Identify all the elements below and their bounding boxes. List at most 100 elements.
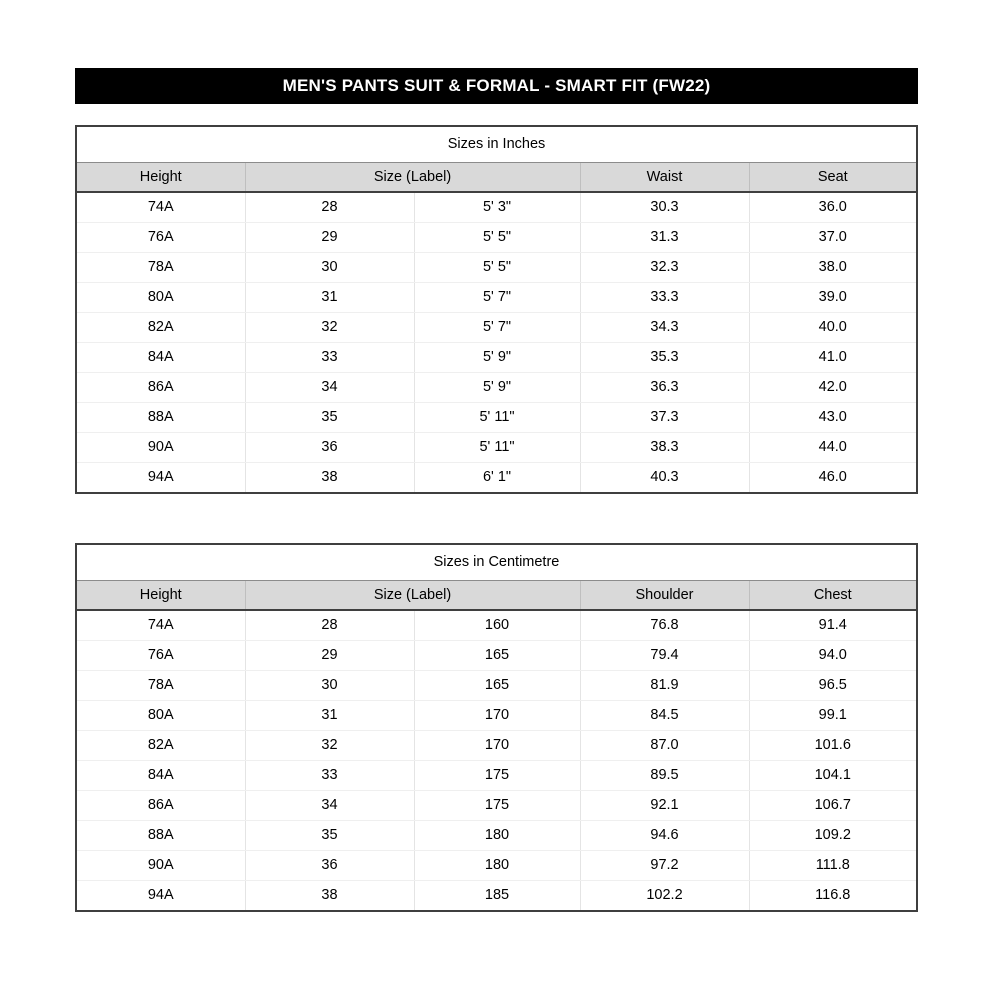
inches-table-body: Sizes in Inches Height Size (Label) Waist Se… bbox=[77, 127, 917, 492]
table-row: 78A 30 5' 5" 32.3 38.0 bbox=[77, 252, 917, 283]
table-cell: 5' 9" bbox=[414, 342, 581, 373]
column-header: Chest bbox=[749, 580, 917, 611]
table-row: 88A 35 5' 11" 37.3 43.0 bbox=[77, 402, 917, 433]
table-cell: 38.0 bbox=[749, 252, 917, 283]
table-row: 74A 28 5' 3" 30.3 36.0 bbox=[77, 192, 917, 223]
table-cell: 32.3 bbox=[580, 252, 750, 283]
table-cell: 43.0 bbox=[749, 402, 917, 433]
table-caption: Sizes in Inches bbox=[77, 127, 917, 163]
table-cell: 109.2 bbox=[749, 820, 917, 851]
table-row: 88A 35 180 94.6 109.2 bbox=[77, 820, 917, 851]
table-cell: 5' 5" bbox=[414, 252, 581, 283]
table-cell: 97.2 bbox=[580, 850, 750, 881]
table-caption: Sizes in Centimetre bbox=[77, 545, 917, 581]
table-cell: 94A bbox=[77, 880, 246, 910]
table-cell: 101.6 bbox=[749, 730, 917, 761]
table-row: 86A 34 175 92.1 106.7 bbox=[77, 790, 917, 821]
table-cell: 90A bbox=[77, 850, 246, 881]
table-cell: 41.0 bbox=[749, 342, 917, 373]
table-cell: 36.3 bbox=[580, 372, 750, 403]
table-cell: 74A bbox=[77, 192, 246, 223]
table-cell: 99.1 bbox=[749, 700, 917, 731]
table-cell: 94.0 bbox=[749, 640, 917, 671]
table-cell: 39.0 bbox=[749, 282, 917, 313]
table-cell: 180 bbox=[414, 820, 581, 851]
table-row: 84A 33 5' 9" 35.3 41.0 bbox=[77, 342, 917, 373]
table-cell: 5' 11" bbox=[414, 402, 581, 433]
table-cell: 28 bbox=[245, 192, 415, 223]
table-row: 80A 31 5' 7" 33.3 39.0 bbox=[77, 282, 917, 313]
table-cell: 36.0 bbox=[749, 192, 917, 223]
table-cell: 170 bbox=[414, 730, 581, 761]
table-row: 78A 30 165 81.9 96.5 bbox=[77, 670, 917, 701]
table-cell: 84A bbox=[77, 760, 246, 791]
table-row: 74A 28 160 76.8 91.4 bbox=[77, 610, 917, 641]
table-row: 76A 29 165 79.4 94.0 bbox=[77, 640, 917, 671]
column-header: Height bbox=[77, 580, 246, 611]
table-cell: 76.8 bbox=[580, 610, 750, 641]
table-cell: 160 bbox=[414, 610, 581, 641]
table-header-row: Height Size (Label) Waist Seat bbox=[77, 162, 917, 193]
table-cell: 36 bbox=[245, 850, 415, 881]
table-cell: 87.0 bbox=[580, 730, 750, 761]
table-cell: 38.3 bbox=[580, 432, 750, 463]
table-cell: 78A bbox=[77, 252, 246, 283]
table-cell: 5' 7" bbox=[414, 312, 581, 343]
table-cell: 32 bbox=[245, 312, 415, 343]
table-cell: 5' 3" bbox=[414, 192, 581, 223]
table-cell: 5' 7" bbox=[414, 282, 581, 313]
table-row: 94A 38 185 102.2 116.8 bbox=[77, 880, 917, 910]
centimetre-table-body: Sizes in Centimetre Height Size (Label) Sho… bbox=[77, 545, 917, 910]
table-cell: 79.4 bbox=[580, 640, 750, 671]
table-cell: 86A bbox=[77, 790, 246, 821]
table-cell: 29 bbox=[245, 222, 415, 253]
table-cell: 116.8 bbox=[749, 880, 917, 910]
table-cell: 175 bbox=[414, 790, 581, 821]
size-table-inches: Sizes in Inches Height Size (Label) Waist Se… bbox=[75, 125, 918, 494]
table-cell: 31 bbox=[245, 282, 415, 313]
table-cell: 44.0 bbox=[749, 432, 917, 463]
table-row: 82A 32 5' 7" 34.3 40.0 bbox=[77, 312, 917, 343]
table-cell: 94.6 bbox=[580, 820, 750, 851]
column-header: Waist bbox=[580, 162, 750, 193]
table-cell: 30 bbox=[245, 252, 415, 283]
table-cell: 35.3 bbox=[580, 342, 750, 373]
table-caption-row: Sizes in Inches bbox=[77, 127, 917, 163]
table-cell: 33 bbox=[245, 342, 415, 373]
table-cell: 106.7 bbox=[749, 790, 917, 821]
inches-grid: Sizes in Inches Height Size (Label) Waist Se… bbox=[77, 127, 917, 492]
size-table-centimetre: Sizes in Centimetre Height Size (Label) Sho… bbox=[75, 543, 918, 912]
table-cell: 33 bbox=[245, 760, 415, 791]
column-header: Shoulder bbox=[580, 580, 750, 611]
table-cell: 82A bbox=[77, 730, 246, 761]
table-cell: 40.0 bbox=[749, 312, 917, 343]
table-header-row: Height Size (Label) Shoulder Chest bbox=[77, 580, 917, 611]
table-cell: 36 bbox=[245, 432, 415, 463]
table-cell: 84.5 bbox=[580, 700, 750, 731]
table-cell: 84A bbox=[77, 342, 246, 373]
table-cell: 40.3 bbox=[580, 462, 750, 492]
table-cell: 5' 11" bbox=[414, 432, 581, 463]
centimetre-grid: Sizes in Centimetre Height Size (Label) Sho… bbox=[77, 545, 917, 910]
table-cell: 165 bbox=[414, 670, 581, 701]
table-cell: 91.4 bbox=[749, 610, 917, 641]
table-caption-row: Sizes in Centimetre bbox=[77, 545, 917, 581]
table-cell: 80A bbox=[77, 700, 246, 731]
table-cell: 76A bbox=[77, 222, 246, 253]
table-cell: 34 bbox=[245, 372, 415, 403]
table-cell: 180 bbox=[414, 850, 581, 881]
table-cell: 6' 1" bbox=[414, 462, 581, 492]
table-row: 82A 32 170 87.0 101.6 bbox=[77, 730, 917, 761]
column-header: Size (Label) bbox=[245, 580, 581, 611]
table-cell: 34 bbox=[245, 790, 415, 821]
table-cell: 88A bbox=[77, 402, 246, 433]
page-title: MEN'S PANTS SUIT & FORMAL - SMART FIT (F… bbox=[282, 76, 711, 95]
table-cell: 30.3 bbox=[580, 192, 750, 223]
table-cell: 35 bbox=[245, 820, 415, 851]
table-cell: 88A bbox=[77, 820, 246, 851]
table-cell: 34.3 bbox=[580, 312, 750, 343]
table-cell: 28 bbox=[245, 610, 415, 641]
table-row: 90A 36 180 97.2 111.8 bbox=[77, 850, 917, 881]
table-cell: 80A bbox=[77, 282, 246, 313]
